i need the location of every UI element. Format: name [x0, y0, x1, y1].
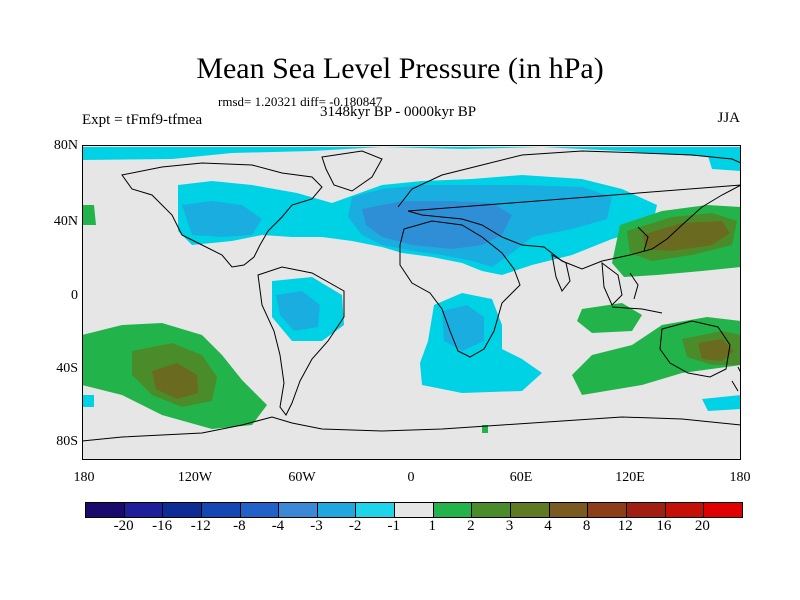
legend-label: 2	[467, 518, 475, 534]
season-label: JJA	[717, 110, 740, 126]
legend-swatch	[588, 503, 627, 517]
negative-anomaly-level-3	[362, 201, 512, 249]
x-tick-label: 180	[73, 470, 95, 485]
legend-label: -12	[190, 518, 211, 534]
y-tick-label: 80S	[56, 434, 78, 449]
legend-swatch	[240, 503, 280, 517]
legend-label: -1	[387, 518, 400, 534]
legend-swatch	[124, 503, 164, 517]
legend-labels: -20 -16 -12 -8 -4 -3 -2 -1 1 2 3 4 8 12 16 20	[85, 518, 741, 538]
legend-label: 8	[582, 518, 591, 534]
legend-swatch	[472, 503, 512, 517]
legend-swatch	[201, 503, 241, 517]
legend-label: -3	[310, 518, 323, 534]
coastlines	[82, 150, 741, 442]
color-legend	[85, 502, 743, 518]
legend-label: 3	[505, 518, 514, 534]
legend-label: -16	[152, 518, 173, 534]
period-text: 3148kyr BP - 0000kyr BP	[320, 104, 477, 120]
legend-swatch	[317, 503, 357, 517]
x-tick-label: 60E	[509, 470, 533, 485]
stats-text: rmsd= 1.20321 diff= -0.180847	[218, 94, 383, 109]
x-tick-label: 120E	[615, 470, 645, 485]
legend-label: -2	[348, 518, 362, 534]
x-tick-label: 60W	[288, 470, 316, 485]
legend-swatch	[665, 503, 705, 517]
legend-swatch	[356, 503, 396, 517]
legend-label: -8	[233, 518, 246, 534]
legend-swatch	[163, 503, 202, 517]
legend-swatch	[433, 503, 473, 517]
legend-swatch	[279, 503, 318, 517]
map-frame	[82, 145, 741, 460]
legend-swatch	[395, 503, 434, 517]
y-tick-label: 80N	[53, 138, 78, 153]
x-tick-label: 0	[407, 470, 415, 485]
legend-label: 4	[544, 518, 552, 534]
map-plot	[82, 145, 741, 460]
legend-swatch	[626, 503, 666, 517]
experiment-label: Expt = tFmf9-tfmea	[82, 112, 203, 128]
legend-swatch	[86, 503, 125, 517]
legend-label: 20	[694, 518, 710, 534]
y-tick-label: 40S	[56, 361, 78, 376]
legend-swatch	[511, 503, 550, 517]
legend-swatch	[704, 503, 742, 517]
positive-anomaly-level-3	[152, 221, 734, 399]
chart-title: Mean Sea Level Pressure (in hPa)	[196, 52, 604, 85]
legend-label: 1	[428, 518, 437, 534]
legend-label: 12	[617, 518, 633, 534]
legend-label: 16	[656, 518, 672, 534]
x-tick-label: 120W	[177, 470, 213, 485]
x-tick-label: 180	[729, 470, 751, 485]
y-tick-label: 0	[71, 288, 78, 303]
legend-label: -4	[271, 518, 285, 534]
legend-label: -20	[113, 518, 134, 534]
legend-swatch	[549, 503, 589, 517]
y-tick-label: 40N	[53, 214, 78, 229]
